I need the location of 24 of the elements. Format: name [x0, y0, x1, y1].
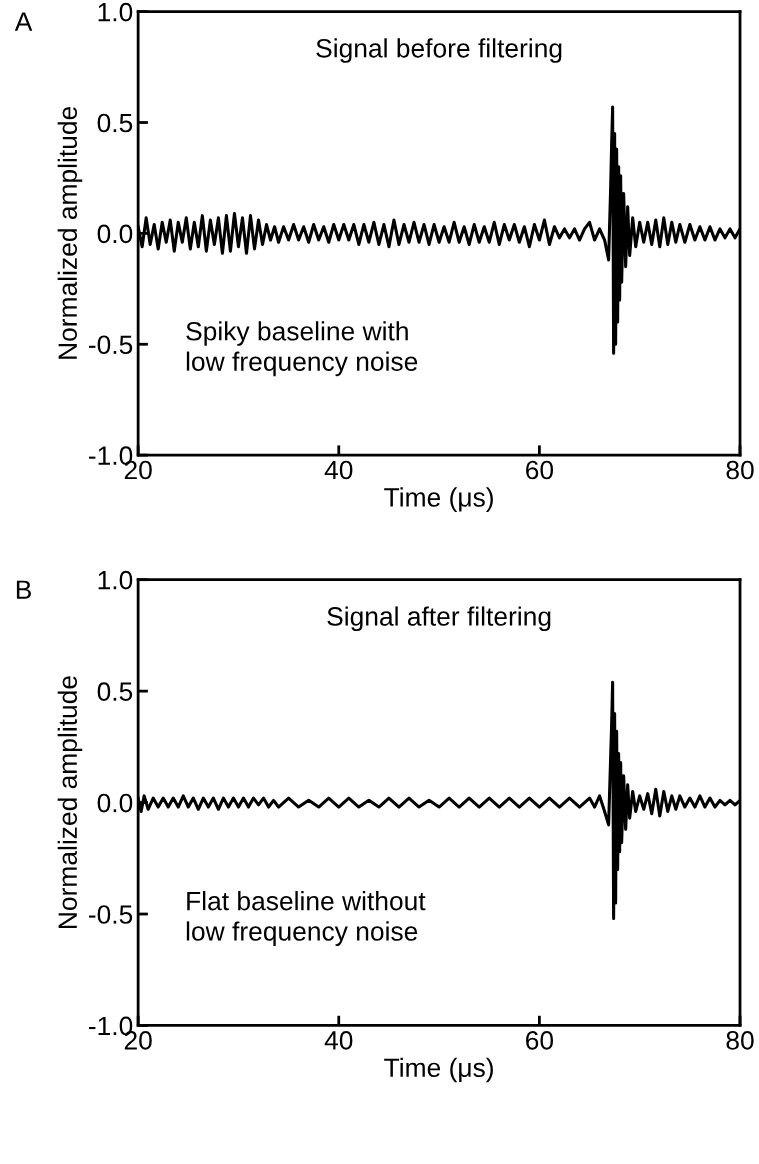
x-axis-title: Time (μs): [384, 1057, 493, 1083]
x-tick-label: 80: [726, 460, 754, 480]
y-tick-label: 0.5: [97, 682, 133, 701]
x-tick-label: 40: [324, 460, 353, 480]
annotation: Spiky baseline with low frequency noise: [186, 321, 418, 377]
y-axis-title: Normalized amplitude: [57, 676, 83, 929]
text: B: [16, 580, 31, 599]
text: A: [14, 12, 33, 31]
y-tick-label: -0.5: [88, 905, 133, 924]
text: Signal after filtering: [327, 606, 551, 632]
y-tick-label: 0.5: [97, 113, 133, 133]
text: Signal before filtering: [316, 38, 562, 63]
y-tick-label: 1.0: [98, 2, 133, 22]
y-tick-label: 0.0: [97, 793, 133, 813]
x-tick-label: 40: [324, 1031, 353, 1050]
x-tick-label: 80: [726, 1031, 754, 1050]
x-tick-label: 60: [526, 460, 554, 480]
x-axis-title: Time (μs): [384, 487, 493, 512]
y-tick-label: -0.5: [88, 335, 133, 355]
y-tick-label: 1.0: [98, 570, 133, 590]
y-axis-title: Normalized amplitude: [57, 106, 83, 359]
x-tick-label: 60: [526, 1031, 554, 1050]
y-tick-label: 0.0: [97, 224, 133, 244]
annotation: Flat baseline without low frequency noise: [186, 891, 426, 946]
